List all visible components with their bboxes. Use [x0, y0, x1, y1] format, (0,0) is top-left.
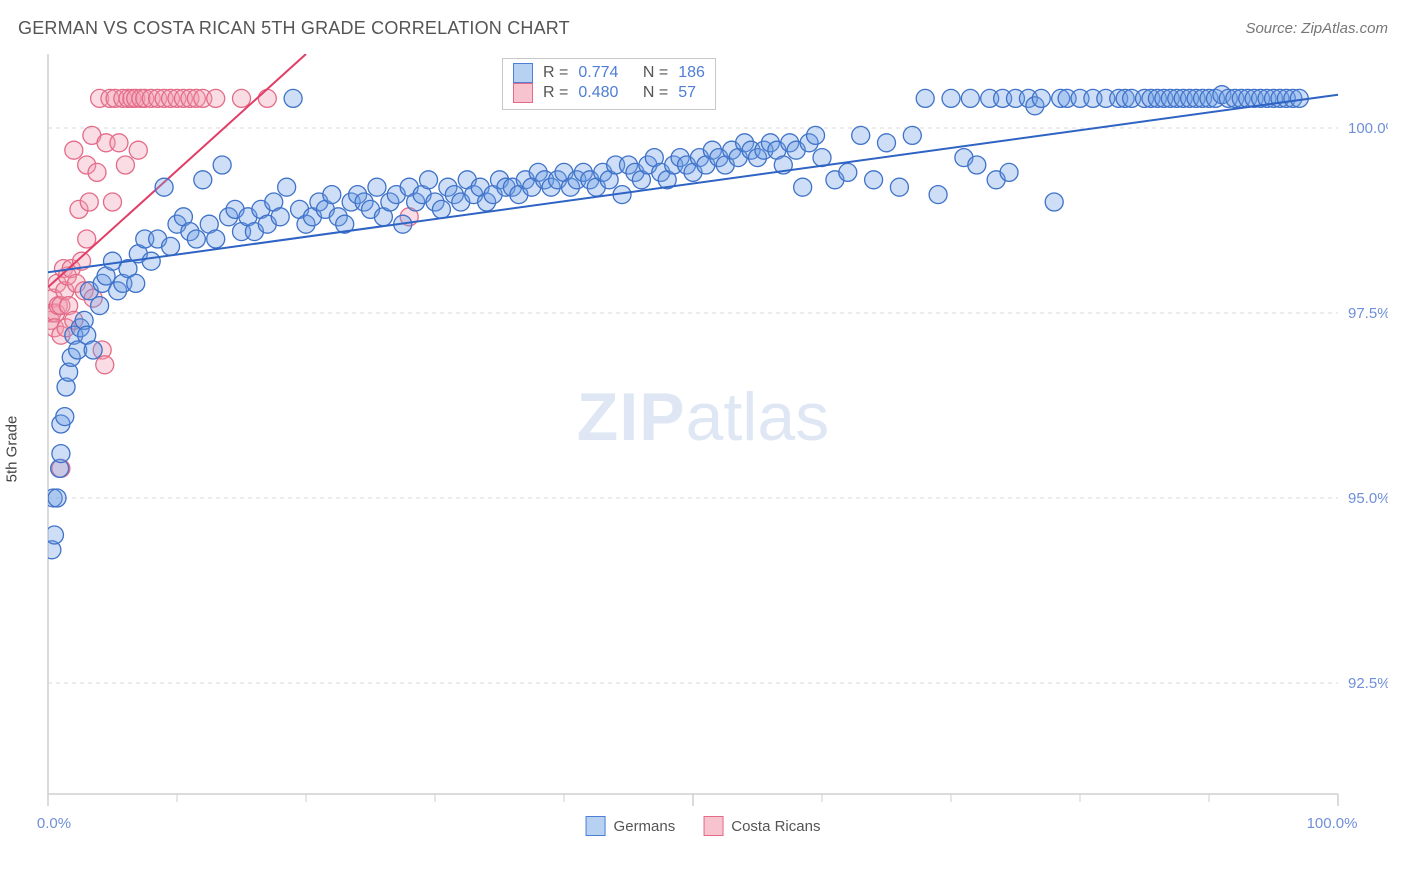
stat-n-costaricans: 57: [678, 84, 696, 102]
svg-text:100.0%: 100.0%: [1307, 815, 1358, 832]
swatch-costaricans-icon: [703, 816, 723, 836]
svg-text:97.5%: 97.5%: [1348, 305, 1388, 322]
svg-text:95.0%: 95.0%: [1348, 490, 1388, 507]
chart-source: Source: ZipAtlas.com: [1245, 20, 1388, 37]
stat-r-label: R =: [543, 64, 568, 82]
swatch-costaricans: [513, 83, 533, 103]
swatch-germans: [513, 63, 533, 83]
chart-title: GERMAN VS COSTA RICAN 5TH GRADE CORRELAT…: [18, 18, 570, 38]
legend: Germans Costa Ricans: [586, 816, 821, 836]
stat-r-germans: 0.774: [578, 64, 618, 82]
stat-n-germans: 186: [678, 64, 705, 82]
legend-item-germans: Germans: [586, 816, 676, 836]
svg-text:92.5%: 92.5%: [1348, 675, 1388, 692]
stats-row-costaricans: R = 0.480 N = 57: [513, 83, 705, 103]
stat-r-costaricans: 0.480: [578, 84, 618, 102]
legend-item-costaricans: Costa Ricans: [703, 816, 820, 836]
stat-n-label: N =: [643, 64, 668, 82]
svg-text:0.0%: 0.0%: [37, 815, 71, 832]
stats-box: R = 0.774 N = 186 R = 0.480 N = 57: [502, 58, 716, 110]
y-axis-label: 5th Grade: [4, 416, 21, 483]
swatch-germans-icon: [586, 816, 606, 836]
stat-n-label: N =: [643, 84, 668, 102]
stat-r-label: R =: [543, 84, 568, 102]
svg-text:100.0%: 100.0%: [1348, 120, 1388, 137]
stats-row-germans: R = 0.774 N = 186: [513, 63, 705, 83]
correlation-chart: 92.5% 95.0% 97.5% 100.0% 0.0% 100.0%: [18, 54, 1388, 844]
legend-label-costaricans: Costa Ricans: [731, 818, 820, 835]
legend-label-germans: Germans: [614, 818, 676, 835]
